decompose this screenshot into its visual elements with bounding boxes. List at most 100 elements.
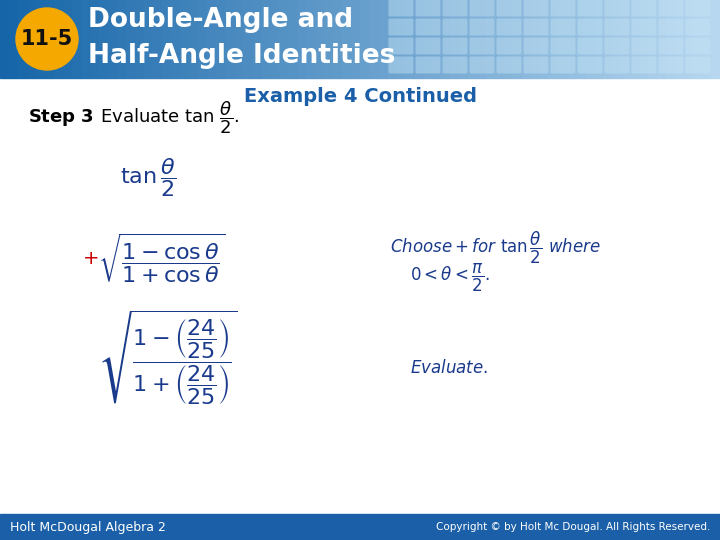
Bar (414, 0, 423, 78)
FancyBboxPatch shape (389, 37, 413, 55)
Bar (468, 0, 477, 78)
FancyBboxPatch shape (389, 57, 413, 73)
Bar (711, 0, 720, 78)
Bar (594, 0, 603, 78)
Bar (522, 0, 531, 78)
Bar (369, 0, 378, 78)
Bar (486, 0, 495, 78)
Bar (207, 0, 216, 78)
Bar (657, 0, 666, 78)
Text: 11-5: 11-5 (21, 29, 73, 49)
Bar (333, 0, 342, 78)
Bar (252, 0, 261, 78)
FancyBboxPatch shape (577, 57, 603, 73)
Bar (9, 0, 18, 78)
Bar (81, 0, 90, 78)
FancyBboxPatch shape (605, 37, 629, 55)
FancyBboxPatch shape (443, 37, 467, 55)
Bar (585, 0, 594, 78)
Text: $+$: $+$ (82, 248, 99, 267)
FancyBboxPatch shape (659, 37, 683, 55)
Bar (360, 0, 369, 78)
Text: $\mathit{Choose + for\ \tan\dfrac{\theta}{2}\ where}$: $\mathit{Choose + for\ \tan\dfrac{\theta… (390, 230, 600, 266)
Bar (495, 0, 504, 78)
FancyBboxPatch shape (415, 0, 441, 17)
FancyBboxPatch shape (415, 18, 441, 36)
Bar (693, 0, 702, 78)
FancyBboxPatch shape (415, 57, 441, 73)
FancyBboxPatch shape (551, 0, 575, 17)
Text: $\sqrt{\dfrac{1-\cos\theta}{1+\cos\theta}}$: $\sqrt{\dfrac{1-\cos\theta}{1+\cos\theta… (98, 231, 225, 285)
FancyBboxPatch shape (443, 18, 467, 36)
FancyBboxPatch shape (469, 57, 495, 73)
Bar (108, 0, 117, 78)
Bar (396, 0, 405, 78)
FancyBboxPatch shape (551, 18, 575, 36)
FancyBboxPatch shape (577, 37, 603, 55)
Bar (450, 0, 459, 78)
FancyBboxPatch shape (605, 0, 629, 17)
Bar (297, 0, 306, 78)
Text: Holt McDougal Algebra 2: Holt McDougal Algebra 2 (10, 521, 166, 534)
FancyBboxPatch shape (605, 18, 629, 36)
Bar (540, 0, 549, 78)
Bar (459, 0, 468, 78)
Bar (99, 0, 108, 78)
Text: $\tan\dfrac{\theta}{2}$: $\tan\dfrac{\theta}{2}$ (120, 157, 176, 199)
FancyBboxPatch shape (497, 37, 521, 55)
Bar (432, 0, 441, 78)
Bar (702, 0, 711, 78)
FancyBboxPatch shape (605, 57, 629, 73)
FancyBboxPatch shape (497, 18, 521, 36)
FancyBboxPatch shape (469, 0, 495, 17)
Bar (531, 0, 540, 78)
Text: Copyright © by Holt Mc Dougal. All Rights Reserved.: Copyright © by Holt Mc Dougal. All Right… (436, 522, 710, 532)
FancyBboxPatch shape (577, 18, 603, 36)
Bar (387, 0, 396, 78)
Bar (477, 0, 486, 78)
Bar (351, 0, 360, 78)
Bar (0, 514, 720, 540)
FancyBboxPatch shape (551, 37, 575, 55)
FancyBboxPatch shape (577, 0, 603, 17)
Bar (666, 0, 675, 78)
Bar (54, 0, 63, 78)
Bar (441, 0, 450, 78)
Bar (549, 0, 558, 78)
Bar (279, 0, 288, 78)
Bar (288, 0, 297, 78)
FancyBboxPatch shape (389, 0, 413, 17)
Bar (144, 0, 153, 78)
FancyBboxPatch shape (631, 57, 657, 73)
Bar (36, 0, 45, 78)
Bar (135, 0, 144, 78)
FancyBboxPatch shape (685, 18, 711, 36)
Bar (603, 0, 612, 78)
FancyBboxPatch shape (659, 0, 683, 17)
Bar (306, 0, 315, 78)
FancyBboxPatch shape (685, 0, 711, 17)
Bar (27, 0, 36, 78)
FancyBboxPatch shape (659, 57, 683, 73)
FancyBboxPatch shape (389, 18, 413, 36)
Bar (126, 0, 135, 78)
Text: $\mathit{Evaluate.}$: $\mathit{Evaluate.}$ (410, 359, 488, 377)
FancyBboxPatch shape (497, 0, 521, 17)
Bar (90, 0, 99, 78)
FancyBboxPatch shape (523, 18, 549, 36)
FancyBboxPatch shape (685, 37, 711, 55)
Bar (189, 0, 198, 78)
Bar (225, 0, 234, 78)
Text: Double-Angle and: Double-Angle and (88, 7, 353, 33)
Text: $\sqrt{\dfrac{1-\left(\dfrac{24}{25}\right)}{1+\left(\dfrac{24}{25}\right)}}$: $\sqrt{\dfrac{1-\left(\dfrac{24}{25}\rig… (98, 309, 238, 407)
FancyBboxPatch shape (631, 37, 657, 55)
Circle shape (16, 8, 78, 70)
Text: $\mathit{0 < \theta < \dfrac{\pi}{2}.}$: $\mathit{0 < \theta < \dfrac{\pi}{2}.}$ (410, 262, 490, 294)
Bar (675, 0, 684, 78)
Bar (612, 0, 621, 78)
Bar (630, 0, 639, 78)
FancyBboxPatch shape (469, 37, 495, 55)
FancyBboxPatch shape (631, 0, 657, 17)
FancyBboxPatch shape (523, 37, 549, 55)
FancyBboxPatch shape (685, 57, 711, 73)
